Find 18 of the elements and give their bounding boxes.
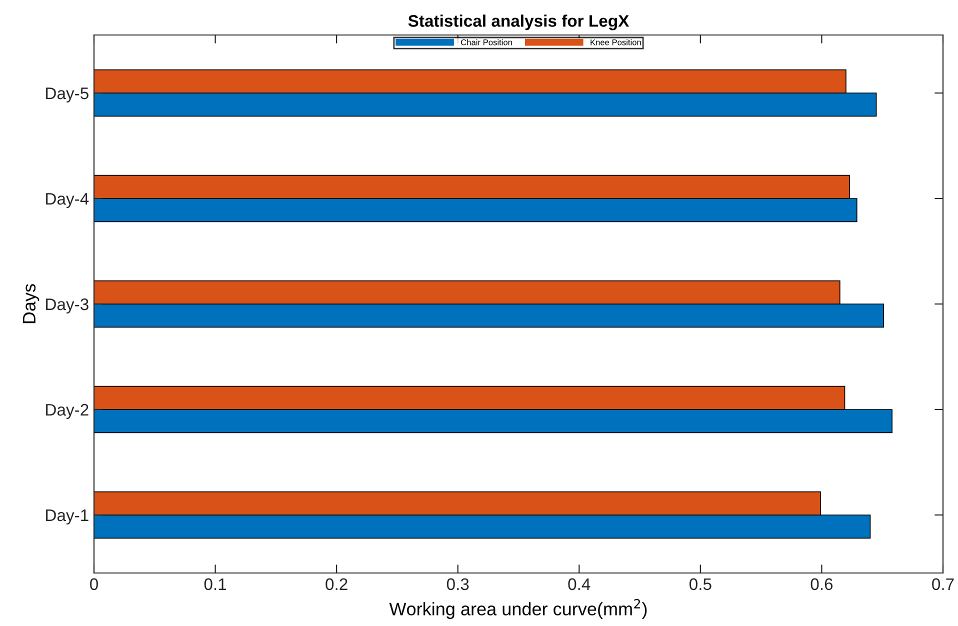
x-tick-label: 0.4 [568,578,590,590]
y-tick-label: Day-3 [46,298,88,314]
x-tick-label: 0.6 [810,578,833,590]
y-tick-label: Day-4 [46,193,89,208]
text: Knee Position [590,39,641,46]
x-tick-label: 0.5 [689,578,712,590]
chart-title: Statistical analysis for LegX [408,14,630,30]
x-tick-label: 0 [90,578,98,590]
y-tick-label: Day-1 [46,510,88,524]
x-axis-title: Working area under curve(mm$^{2}$) [389,598,647,619]
x-tick-label: 0.1 [204,578,226,590]
y-tick-label: Day-5 [46,88,88,103]
x-tick-label: 0.7 [932,578,954,590]
x-tick-label: 0.3 [446,578,469,590]
x-tick-label: 0.2 [326,578,348,590]
y-axis-title: Days [22,284,40,324]
text: Chair Position [461,39,512,46]
y-tick-label: Day-2 [46,404,88,419]
